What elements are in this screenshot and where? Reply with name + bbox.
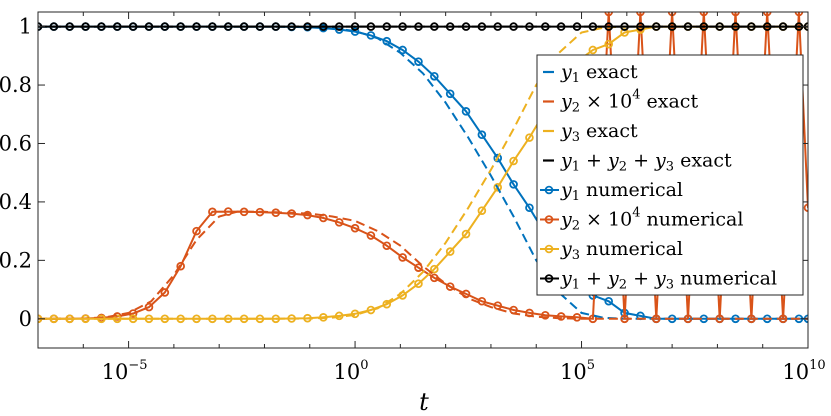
data-point bbox=[128, 309, 138, 318]
data-point bbox=[366, 231, 376, 240]
data-point bbox=[303, 210, 312, 220]
data-point bbox=[445, 282, 455, 291]
y-tick-label: 0.4 bbox=[0, 190, 32, 214]
series-2 bbox=[38, 25, 808, 320]
data-point bbox=[414, 263, 423, 272]
data-point bbox=[334, 218, 344, 227]
legend-marker bbox=[544, 274, 554, 283]
series-1 bbox=[38, 210, 808, 320]
data-point bbox=[382, 241, 392, 251]
exact-line bbox=[38, 25, 808, 320]
data-point bbox=[350, 27, 360, 36]
legend-label: y1 exact bbox=[560, 61, 638, 86]
data-point bbox=[445, 247, 455, 256]
data-point bbox=[620, 28, 629, 37]
x-axis-label: t bbox=[419, 388, 429, 416]
data-point bbox=[461, 107, 471, 116]
exact-line bbox=[38, 210, 808, 320]
data-point bbox=[572, 313, 582, 322]
data-point bbox=[604, 296, 614, 306]
data-point bbox=[493, 183, 503, 192]
legend-marker bbox=[544, 215, 554, 224]
data-point bbox=[556, 312, 566, 321]
legend-label: y3 numerical bbox=[560, 238, 683, 263]
series-layer bbox=[38, 12, 808, 324]
data-point bbox=[477, 206, 487, 215]
y-tick-label: 0 bbox=[19, 307, 32, 331]
data-point bbox=[414, 279, 423, 289]
data-point bbox=[223, 207, 233, 216]
data-point bbox=[493, 301, 503, 310]
legend-label: y3 exact bbox=[560, 120, 638, 145]
data-point bbox=[350, 309, 360, 319]
data-point bbox=[525, 203, 534, 213]
data-point bbox=[398, 45, 407, 55]
y-tick-label: 0.6 bbox=[0, 131, 32, 155]
x-tick-label: 105 bbox=[560, 358, 595, 384]
data-point bbox=[509, 180, 518, 189]
legend-label: y1 + y2 + y3 numerical bbox=[560, 268, 777, 293]
y-tick-label: 0.8 bbox=[0, 73, 32, 97]
data-point bbox=[540, 310, 550, 320]
data-point bbox=[176, 261, 185, 271]
data-point bbox=[414, 57, 423, 66]
legend-entry: y3 exact bbox=[543, 120, 638, 145]
exact-line bbox=[38, 25, 808, 320]
legend-entry: y1 numerical bbox=[540, 179, 683, 204]
y-tick-label: 0.2 bbox=[0, 248, 32, 272]
data-point bbox=[398, 253, 407, 262]
data-point bbox=[604, 39, 614, 49]
data-point bbox=[445, 89, 455, 99]
legend-label: y1 numerical bbox=[560, 179, 683, 204]
x-tick-label: 1010 bbox=[782, 358, 825, 384]
data-point bbox=[192, 226, 201, 236]
data-point bbox=[160, 288, 170, 297]
y-tick-label: 1 bbox=[19, 15, 32, 39]
legend-entry: y2 × 104 numerical bbox=[540, 206, 743, 234]
legend-entry: y1 + y2 + y3 numerical bbox=[540, 268, 777, 293]
plot-frame bbox=[37, 11, 809, 349]
legend-label: y2 × 104 numerical bbox=[560, 206, 743, 234]
data-point bbox=[525, 133, 534, 142]
data-point bbox=[477, 130, 487, 140]
legend-entry: y3 numerical bbox=[540, 238, 683, 263]
data-point bbox=[430, 264, 439, 274]
data-point bbox=[509, 156, 518, 166]
legend-entry: y1 + y2 + y3 exact bbox=[543, 150, 732, 175]
legend-box bbox=[536, 54, 804, 296]
data-point bbox=[208, 207, 217, 217]
data-point bbox=[493, 153, 503, 163]
legend-entry: y2 × 104 exact bbox=[543, 88, 698, 116]
legend-marker bbox=[544, 185, 554, 195]
data-point bbox=[350, 223, 360, 233]
data-point bbox=[588, 45, 598, 55]
axes-layer: 0 0.2 0.4 0.6 0.8 1 10−5 100 105 1010 bbox=[0, 11, 826, 384]
data-point bbox=[334, 311, 344, 321]
legend-entry: y1 exact bbox=[543, 61, 638, 86]
x-tick-label: 100 bbox=[334, 358, 369, 384]
legend-marker bbox=[544, 244, 554, 254]
legend-label: y1 + y2 + y3 exact bbox=[560, 150, 732, 175]
data-point bbox=[461, 229, 471, 239]
legend-label: y2 × 104 exact bbox=[560, 88, 698, 116]
data-point bbox=[430, 71, 439, 81]
series-0 bbox=[38, 25, 808, 320]
data-point bbox=[144, 302, 154, 312]
data-point bbox=[382, 299, 392, 309]
x-tick-label: 10−5 bbox=[102, 358, 148, 384]
